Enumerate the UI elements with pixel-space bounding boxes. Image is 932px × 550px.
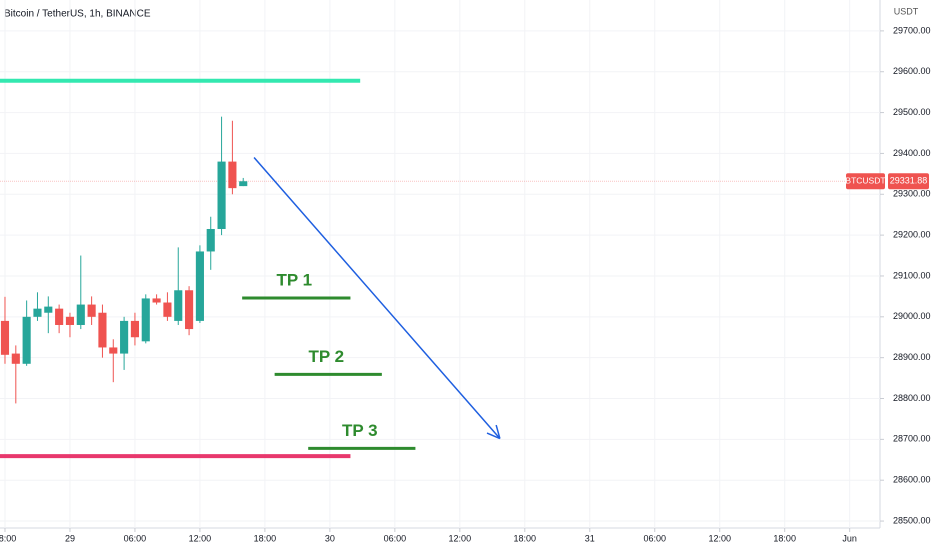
candle-body	[120, 320, 129, 354]
candle-body	[141, 298, 150, 342]
y-tick-label: 29500.00	[893, 107, 931, 117]
x-tick-label: 06:00	[124, 533, 147, 543]
x-tick-label: 12:00	[449, 533, 472, 543]
chart-title: Bitcoin / TetherUS, 1h, BINANCE	[4, 9, 151, 20]
x-tick-label: 12:00	[189, 533, 212, 543]
x-tick-label: 18:00	[514, 533, 537, 543]
arrow-head	[495, 424, 501, 439]
x-tick-label: 18:00	[254, 533, 277, 543]
candle-body	[152, 298, 161, 303]
x-tick-label: 30	[325, 533, 335, 543]
target-label: TP 1	[276, 271, 312, 290]
y-tick-label: 29400.00	[893, 148, 931, 158]
candle-body	[217, 161, 226, 229]
candle-body	[174, 290, 183, 321]
y-tick-label: 28900.00	[893, 352, 931, 362]
arrow	[253, 157, 501, 440]
candle-body	[65, 316, 75, 325]
candle-body	[109, 347, 118, 354]
y-tick-label: 28700.00	[893, 434, 931, 444]
target-label: TP 2	[308, 347, 344, 366]
y-tick-label: 29600.00	[893, 66, 931, 76]
candle-body	[163, 302, 172, 317]
y-tick-label: 28800.00	[893, 393, 931, 403]
y-tick-label: 28600.00	[893, 475, 931, 485]
x-tick-label: 06:00	[384, 533, 407, 543]
candle-body	[11, 353, 20, 364]
candle-body	[98, 312, 107, 348]
symbol-tag	[846, 173, 885, 190]
price-label: 29331.88	[890, 176, 928, 186]
y-tick-label: 29700.00	[893, 25, 931, 35]
x-tick-label: 29	[65, 533, 75, 543]
candle-body	[130, 320, 139, 338]
candle-body	[239, 181, 248, 187]
y-axis-label: USDT	[894, 6, 919, 16]
x-tick-label: Jun	[842, 533, 857, 543]
candle-body	[195, 251, 204, 321]
candle-body	[22, 316, 31, 364]
price-tag	[888, 173, 929, 190]
candle-body	[185, 290, 194, 330]
candle-body	[87, 304, 96, 317]
y-tick-label: 29200.00	[893, 229, 931, 239]
x-tick-label: 18:00	[773, 533, 796, 543]
candle-body	[228, 161, 237, 189]
candle-body	[55, 308, 64, 325]
x-tick-label: 12:00	[708, 533, 731, 543]
candle-body	[44, 306, 53, 313]
y-tick-label: 29100.00	[893, 270, 931, 280]
candle-body	[206, 228, 215, 252]
y-tick-label: 28500.00	[893, 515, 931, 525]
y-tick-label: 29000.00	[893, 311, 931, 321]
candle-body	[0, 320, 10, 355]
candle-body	[76, 304, 85, 325]
arrow-head	[486, 432, 501, 440]
candle-body	[33, 308, 42, 317]
x-tick-label: 18:00	[0, 533, 16, 543]
target-label: TP 3	[342, 421, 378, 440]
x-tick-label: 06:00	[643, 533, 666, 543]
x-tick-label: 31	[585, 533, 595, 543]
symbol-label: BTCUSDT	[845, 176, 885, 186]
y-tick-label: 29300.00	[893, 189, 931, 199]
